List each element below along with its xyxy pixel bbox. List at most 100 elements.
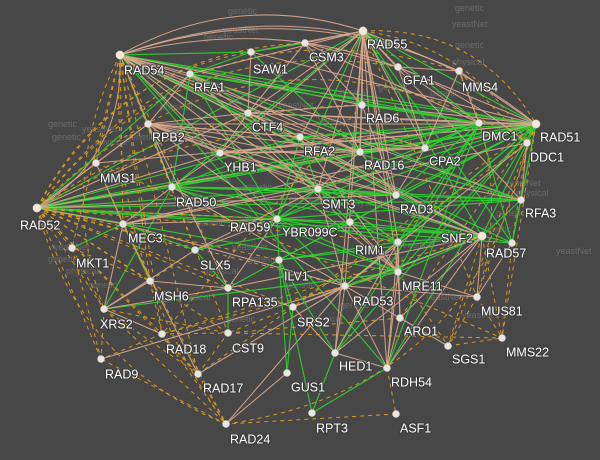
graph-edge-salmon[interactable] bbox=[359, 104, 363, 153]
graph-edge-salmon[interactable] bbox=[189, 73, 249, 114]
graph-edge-salmon[interactable] bbox=[189, 73, 399, 273]
graph-edge-orange[interactable] bbox=[103, 308, 229, 334]
graph-node-asf1[interactable] bbox=[392, 410, 400, 418]
graph-edge-salmon[interactable] bbox=[304, 42, 363, 106]
graph-edge-salmon[interactable] bbox=[119, 54, 426, 149]
graph-edge-salmon[interactable] bbox=[147, 123, 278, 220]
graph-edge-salmon[interactable] bbox=[520, 142, 528, 201]
graph-edge-orange[interactable] bbox=[36, 79, 528, 209]
graph-edge-green[interactable] bbox=[317, 188, 483, 237]
graph-edge-green[interactable] bbox=[276, 218, 399, 243]
graph-edge-salmon[interactable] bbox=[147, 123, 426, 149]
graph-node-csm3[interactable] bbox=[301, 39, 309, 47]
graph-node-hed1[interactable] bbox=[331, 349, 339, 357]
graph-edge-orange[interactable] bbox=[161, 235, 483, 335]
graph-edge-salmon[interactable] bbox=[122, 223, 346, 287]
graph-edge-salmon[interactable] bbox=[122, 123, 537, 225]
graph-edge-salmon[interactable] bbox=[397, 66, 460, 72]
graph-edge-green[interactable] bbox=[122, 223, 196, 251]
graph-node-rad16[interactable] bbox=[356, 148, 364, 156]
graph-edge-green[interactable] bbox=[171, 186, 397, 196]
graph-edge-salmon[interactable] bbox=[362, 30, 399, 243]
graph-edge-salmon[interactable] bbox=[362, 30, 399, 68]
graph-edge-salmon[interactable] bbox=[458, 70, 537, 125]
graph-node-ybr099c[interactable] bbox=[346, 218, 354, 226]
graph-edge-salmon[interactable] bbox=[189, 30, 364, 75]
graph-edge-green[interactable] bbox=[171, 186, 399, 273]
graph-edge-salmon[interactable] bbox=[299, 30, 364, 138]
graph-node-rfa2[interactable] bbox=[296, 133, 304, 141]
graph-edge-green[interactable] bbox=[395, 122, 480, 196]
graph-edge-orange[interactable] bbox=[362, 30, 537, 125]
graph-edge-orange[interactable] bbox=[227, 317, 401, 334]
graph-edge-salmon[interactable] bbox=[386, 235, 483, 369]
graph-edge-salmon[interactable] bbox=[36, 54, 121, 209]
graph-edge-orange[interactable] bbox=[103, 308, 227, 425]
graph-edge-salmon[interactable] bbox=[334, 285, 346, 354]
graph-edge-salmon[interactable] bbox=[147, 123, 397, 196]
graph-node-rad55[interactable] bbox=[358, 26, 368, 36]
graph-node-rad9[interactable] bbox=[97, 355, 105, 363]
graph-edge-green[interactable] bbox=[119, 51, 252, 56]
graph-node-yhb1[interactable] bbox=[216, 149, 224, 157]
graph-edge-salmon[interactable] bbox=[122, 142, 528, 225]
graph-edge-salmon[interactable] bbox=[359, 147, 426, 153]
graph-edge-salmon[interactable] bbox=[149, 280, 229, 289]
graph-edge-green[interactable] bbox=[361, 104, 480, 124]
graph-edge-salmon[interactable] bbox=[119, 25, 537, 125]
graph-edge-salmon[interactable] bbox=[189, 73, 361, 153]
graph-edge-orange[interactable] bbox=[71, 247, 102, 360]
graph-edge-green[interactable] bbox=[278, 259, 336, 354]
graph-edge-green[interactable] bbox=[286, 306, 294, 374]
graph-edge-salmon[interactable] bbox=[147, 123, 361, 153]
graph-edge-orange[interactable] bbox=[476, 296, 503, 339]
graph-edge-green[interactable] bbox=[171, 186, 483, 237]
graph-edge-orange[interactable] bbox=[36, 207, 163, 335]
graph-edge-orange[interactable] bbox=[458, 70, 492, 298]
graph-node-rad18[interactable] bbox=[158, 330, 166, 338]
graph-edge-green[interactable] bbox=[250, 51, 361, 153]
graph-node-mus81[interactable] bbox=[473, 293, 481, 301]
graph-edge-green[interactable] bbox=[119, 54, 480, 124]
graph-node-rad6[interactable] bbox=[358, 101, 366, 109]
graph-edge-salmon[interactable] bbox=[122, 186, 173, 225]
graph-edge-green[interactable] bbox=[349, 221, 399, 243]
graph-edge-salmon[interactable] bbox=[304, 42, 480, 124]
graph-edge-salmon[interactable] bbox=[103, 223, 124, 310]
graph-node-rad53[interactable] bbox=[341, 282, 349, 290]
graph-edge-salmon[interactable] bbox=[147, 73, 191, 125]
graph-edge-salmon[interactable] bbox=[386, 317, 401, 369]
graph-edge-green[interactable] bbox=[276, 218, 351, 223]
graph-node-rad3[interactable] bbox=[392, 191, 400, 199]
graph-edge-salmon[interactable] bbox=[247, 51, 252, 114]
graph-edge-orange[interactable] bbox=[36, 207, 73, 249]
edge-layer[interactable] bbox=[36, 14, 537, 425]
graph-edge-salmon[interactable] bbox=[344, 285, 388, 369]
graph-edge-salmon[interactable] bbox=[227, 235, 483, 289]
graph-edge-salmon[interactable] bbox=[317, 188, 346, 287]
graph-edge-orange[interactable] bbox=[161, 104, 363, 335]
graph-edge-orange[interactable] bbox=[36, 207, 102, 360]
graph-edge-salmon[interactable] bbox=[334, 235, 483, 354]
graph-edge-green[interactable] bbox=[171, 122, 480, 188]
graph-node-rpb2[interactable] bbox=[144, 120, 152, 128]
graph-edge-green[interactable] bbox=[119, 54, 278, 220]
graph-edge-salmon[interactable] bbox=[171, 186, 346, 287]
graph-edge-green[interactable] bbox=[481, 199, 522, 237]
graph-edge-salmon[interactable] bbox=[344, 285, 478, 298]
graph-node-cpa2[interactable] bbox=[421, 144, 429, 152]
graph-node-mre11[interactable] bbox=[394, 268, 402, 276]
graph-edge-orange[interactable] bbox=[511, 142, 528, 244]
graph-edge-green[interactable] bbox=[386, 122, 480, 369]
graph-edge-orange[interactable] bbox=[71, 247, 105, 310]
graph-edge-green[interactable] bbox=[276, 218, 346, 287]
graph-edge-green[interactable] bbox=[189, 73, 537, 125]
graph-node-rad52[interactable] bbox=[32, 203, 42, 213]
graph-edge-green[interactable] bbox=[299, 136, 319, 190]
graph-edge-orange[interactable] bbox=[227, 332, 503, 339]
graph-edge-green[interactable] bbox=[276, 30, 364, 220]
graph-edge-orange[interactable] bbox=[36, 207, 105, 310]
graph-edge-salmon[interactable] bbox=[304, 42, 399, 68]
graph-edge-salmon[interactable] bbox=[361, 104, 537, 125]
graph-edge-salmon[interactable] bbox=[397, 66, 426, 149]
